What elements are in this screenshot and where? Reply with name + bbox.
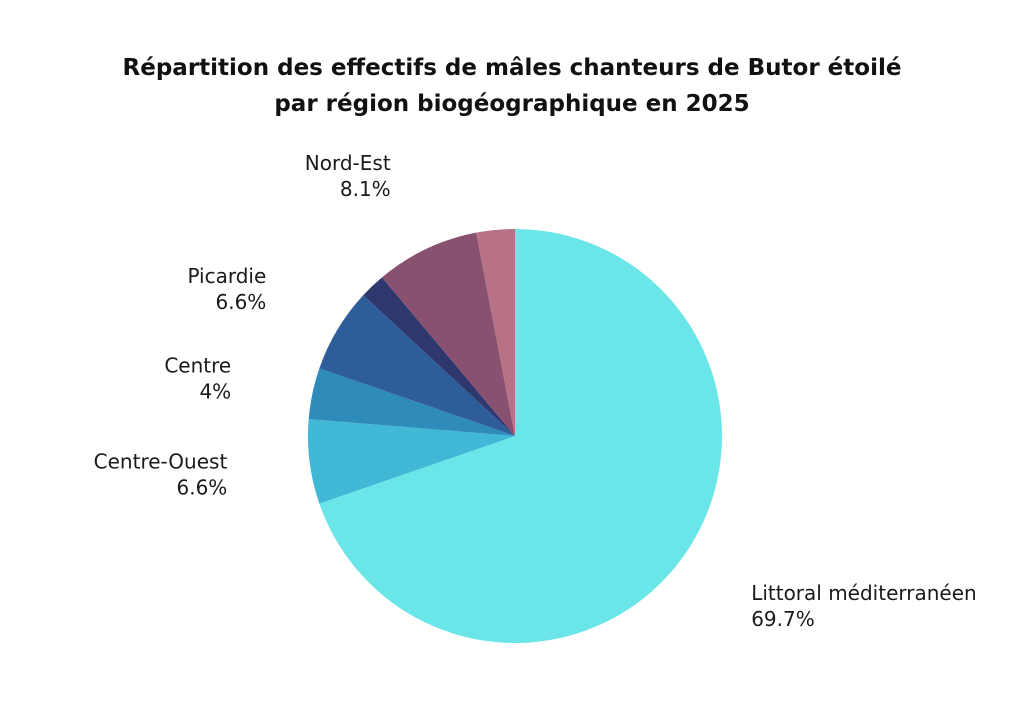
pie-slice-littoral-mediterraneen: [319, 229, 722, 643]
pie-slice-picardie: [319, 295, 515, 436]
slice-value-picardie: 6.6%: [215, 290, 266, 314]
chart-title-line-1: Répartition des effectifs de mâles chant…: [122, 55, 902, 81]
chart-title: Répartition des effectifs de mâles chant…: [0, 50, 1024, 122]
chart-title-line-2: par région biogéographique en 2025: [274, 91, 750, 117]
slice-value-nord-est: 8.1%: [340, 177, 391, 201]
slice-value-centre: 4%: [199, 379, 231, 403]
slice-label-littoral-mediterraneen: Littoral méditerranéen: [751, 581, 977, 605]
slice-label-centre: Centre: [164, 353, 231, 377]
slice-label-centre-ouest: Centre-Ouest: [94, 449, 228, 473]
pie-slice-nord-est: [382, 232, 515, 436]
pie-slice-unlabeled-6: [476, 229, 515, 436]
slice-value-centre-ouest: 6.6%: [176, 475, 227, 499]
pie-slice-unlabeled-4: [363, 277, 515, 436]
slice-label-picardie: Picardie: [187, 264, 266, 288]
pie-slice-centre: [308, 368, 515, 436]
pie-slice-centre-ouest: [307, 419, 515, 504]
slice-label-nord-est: Nord-Est: [305, 151, 391, 175]
slice-value-littoral-mediterraneen: 69.7%: [751, 607, 815, 631]
